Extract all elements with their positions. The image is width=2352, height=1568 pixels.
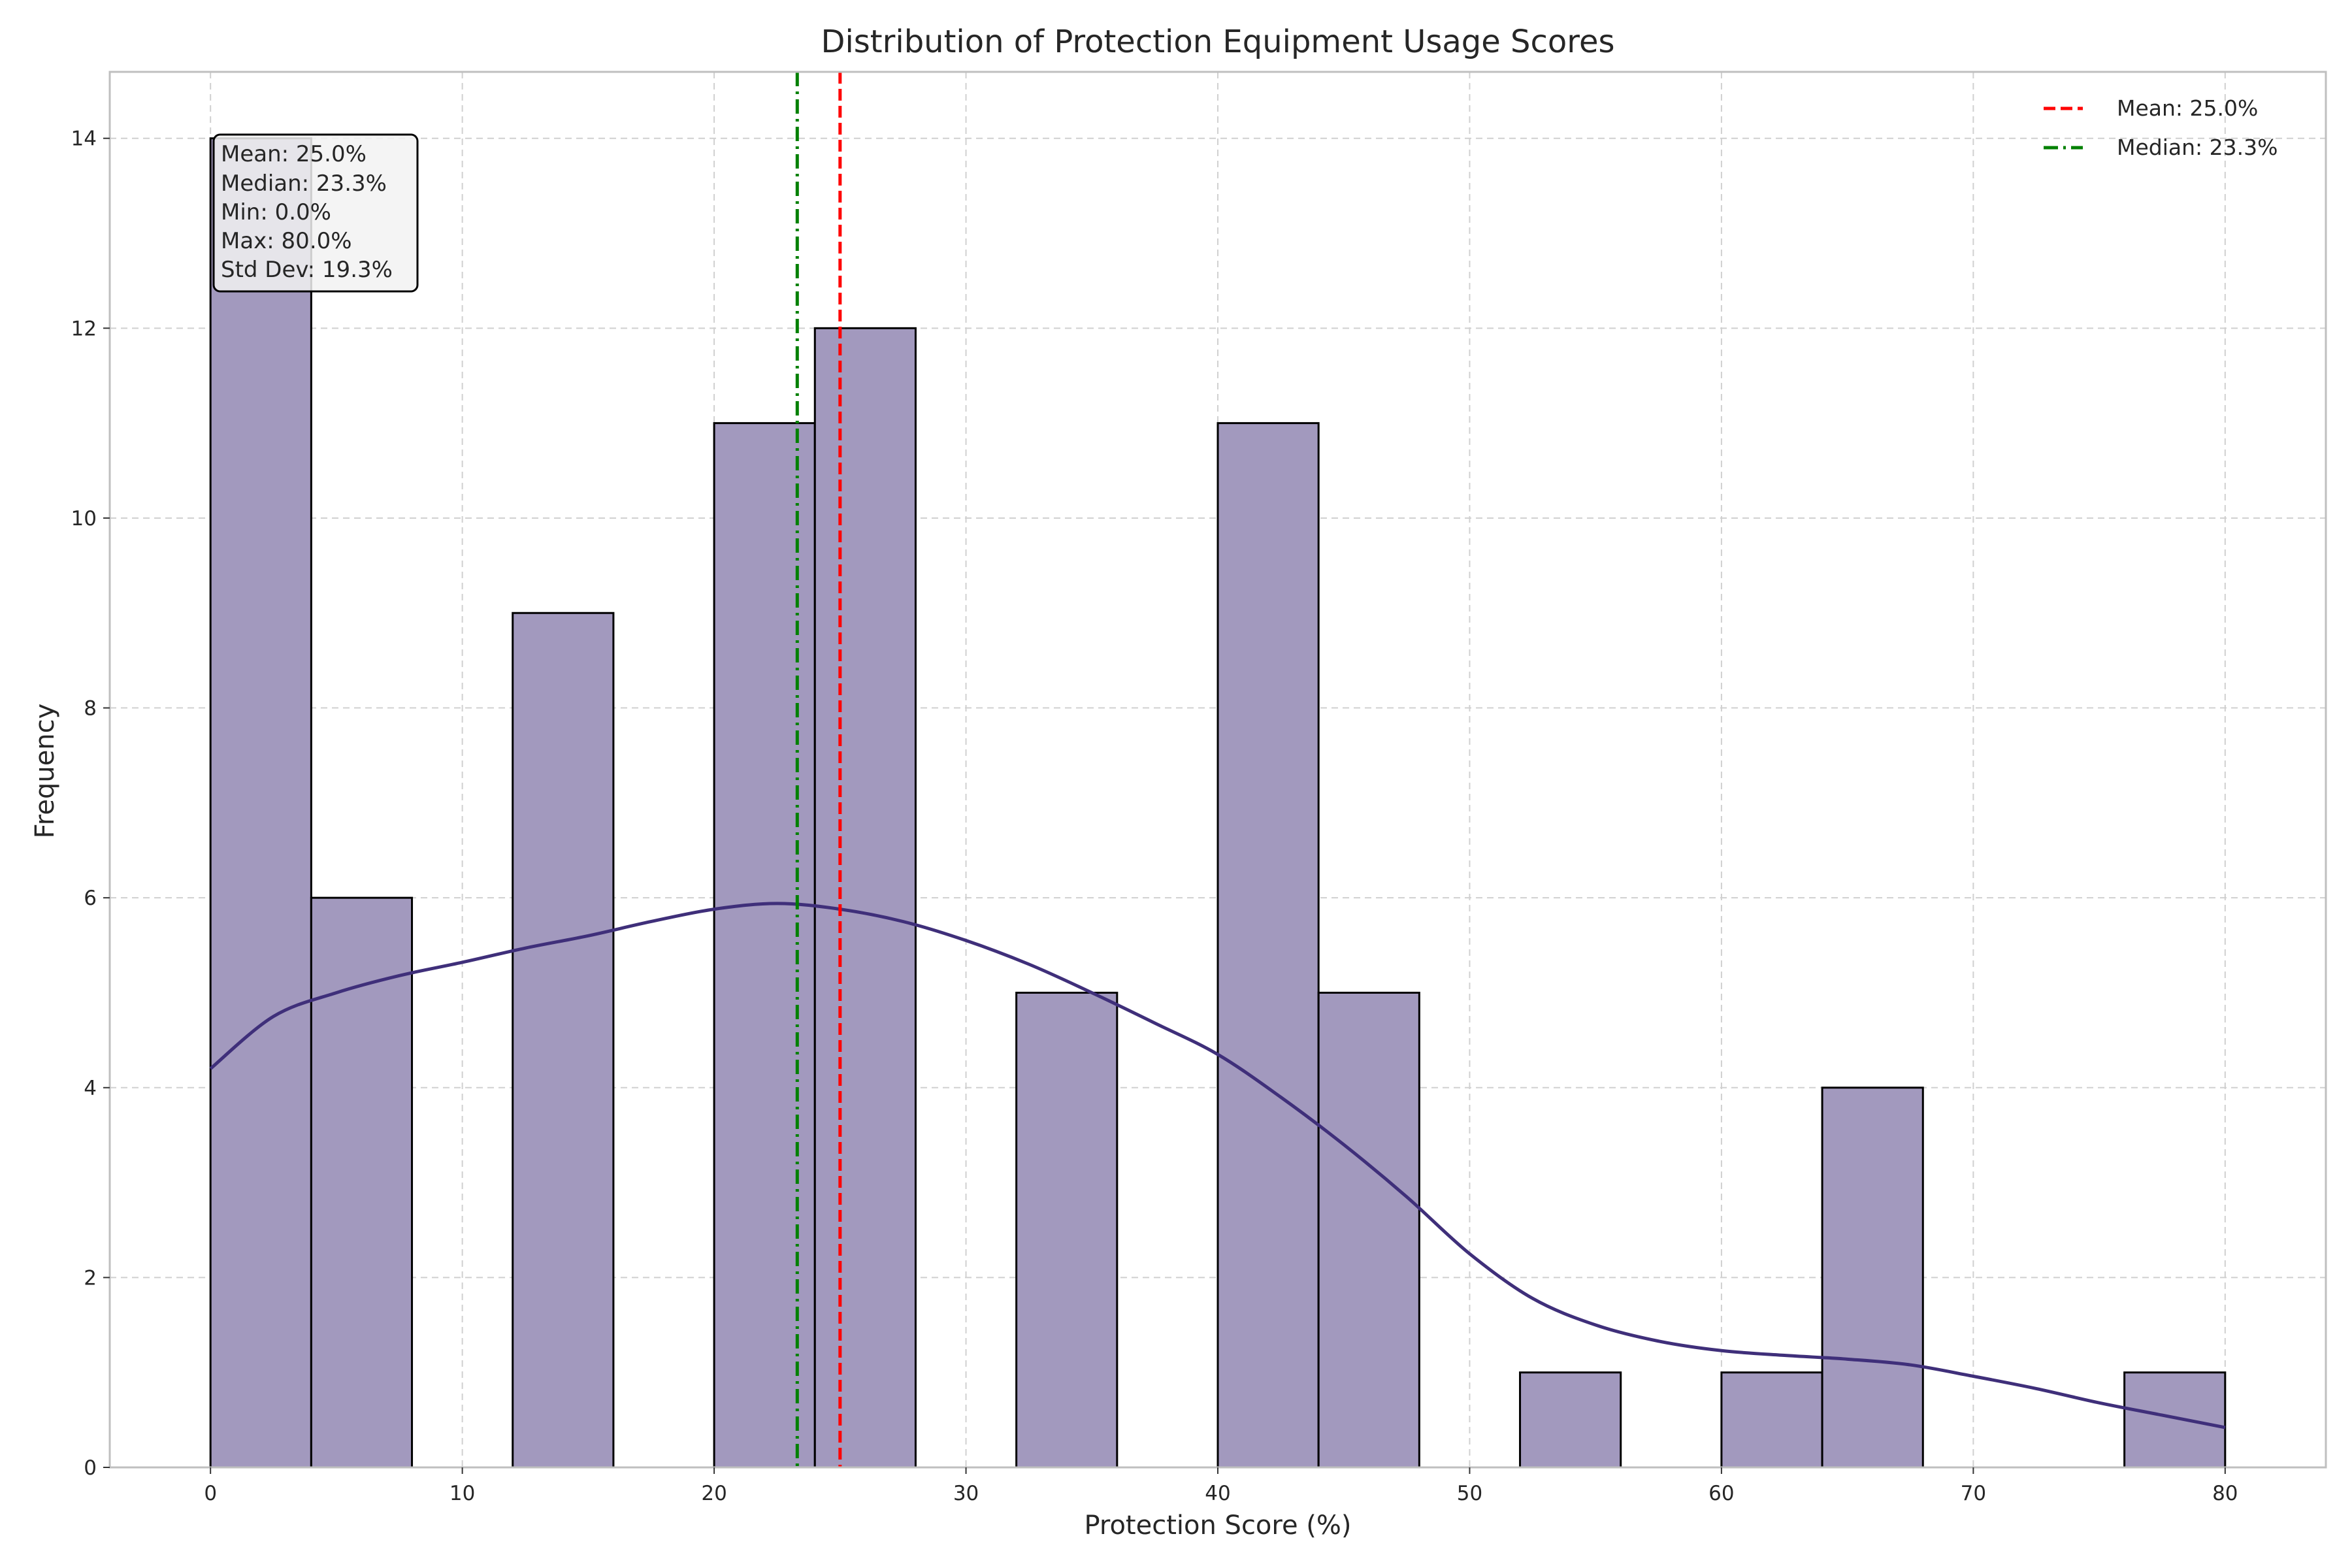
stats-mean: Mean: 25.0% xyxy=(221,141,367,167)
kde-curve xyxy=(209,902,2226,1429)
histogram-bar xyxy=(1821,1086,1924,1469)
stats-min: Min: 0.0% xyxy=(221,199,331,225)
histogram-bar xyxy=(2123,1371,2227,1469)
histogram-bar xyxy=(209,137,312,1469)
y-tick-label: 4 xyxy=(84,1077,97,1100)
legend-median-label: Median: 23.3% xyxy=(2117,135,2278,160)
y-tick-label: 0 xyxy=(84,1456,97,1480)
y-tick-label: 2 xyxy=(84,1266,97,1290)
histogram-bar xyxy=(1720,1371,1823,1469)
x-tick-label: 50 xyxy=(1457,1482,1482,1505)
legend-mean-label: Mean: 25.0% xyxy=(2117,95,2258,121)
x-tick-label: 60 xyxy=(1708,1482,1734,1505)
legend: Mean: 25.0% Median: 23.3% xyxy=(2044,95,2278,160)
histogram-bar xyxy=(512,612,615,1469)
y-axis-label: Frequency xyxy=(30,704,60,839)
x-axis-label: Protection Score (%) xyxy=(1084,1511,1351,1541)
x-tick-label: 10 xyxy=(449,1482,475,1505)
x-tick-label: 20 xyxy=(701,1482,727,1505)
y-tick-label: 10 xyxy=(71,507,97,531)
stats-max: Max: 80.0% xyxy=(221,228,352,254)
x-axis-ticks: 0 10 20 30 40 50 60 70 80 xyxy=(204,1467,2238,1505)
histogram-bar xyxy=(1015,991,1119,1469)
y-tick-label: 14 xyxy=(71,127,97,151)
x-tick-label: 80 xyxy=(2212,1482,2238,1505)
histogram-bar xyxy=(1519,1371,1622,1469)
stats-median: Median: 23.3% xyxy=(221,171,387,197)
stats-box: Mean: 25.0% Median: 23.3% Min: 0.0% Max:… xyxy=(212,133,419,293)
stats-box-frame xyxy=(212,133,419,293)
histogram-bar xyxy=(813,327,917,1469)
x-tick-label: 40 xyxy=(1205,1482,1230,1505)
histogram-bar xyxy=(310,896,414,1469)
x-tick-label: 30 xyxy=(953,1482,979,1505)
histogram-bar xyxy=(713,422,816,1469)
x-tick-label: 0 xyxy=(204,1482,217,1505)
histogram-bar xyxy=(1317,991,1420,1469)
x-tick-label: 70 xyxy=(1961,1482,1986,1505)
kde-curve-group xyxy=(209,902,2226,1429)
y-tick-label: 6 xyxy=(84,887,97,910)
y-tick-label: 8 xyxy=(84,697,97,721)
stats-std-dev: Std Dev: 19.3% xyxy=(221,257,393,283)
histogram-bar xyxy=(1217,422,1320,1469)
y-axis-ticks: 0 2 4 6 8 10 12 14 xyxy=(71,127,110,1480)
reference-lines xyxy=(795,72,842,1467)
chart-title: Distribution of Protection Equipment Usa… xyxy=(821,24,1615,60)
y-tick-label: 12 xyxy=(71,317,97,340)
